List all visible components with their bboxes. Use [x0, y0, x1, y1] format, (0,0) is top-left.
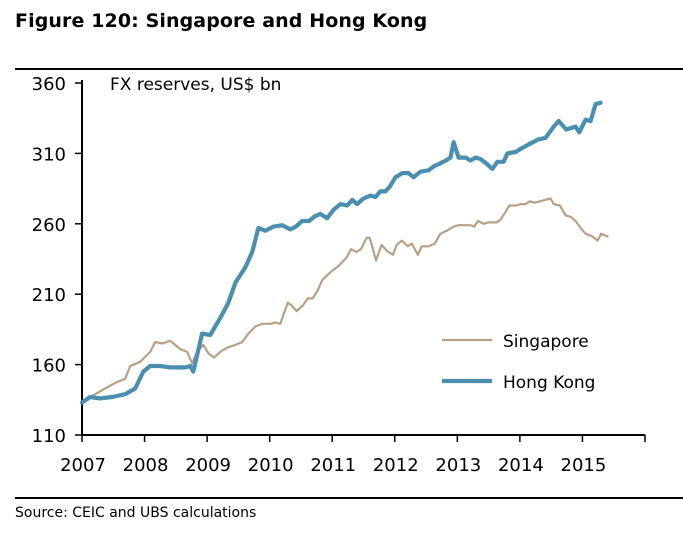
- y-tick-label: 260: [32, 215, 66, 236]
- chart-annotation: FX reserves, US$ bn: [110, 75, 281, 95]
- x-tick-label: 2007: [60, 455, 106, 476]
- x-tick-label: 2008: [123, 455, 169, 476]
- y-tick-label: 210: [32, 285, 66, 306]
- line-chart: 110 160 210 260 310 360 2007 2008 2009 2010 2011 20…: [32, 74, 646, 476]
- series-line-hong-kong: [79, 100, 603, 405]
- y-tick-label: 360: [32, 74, 66, 95]
- legend: Singapore Hong Kong: [442, 332, 595, 393]
- figure-title: Figure 120: Singapore and Hong Kong: [15, 10, 428, 32]
- x-tick-label: 2014: [498, 455, 544, 476]
- y-tick-label: 310: [32, 144, 66, 165]
- x-tick-label: 2009: [185, 455, 231, 476]
- legend-label-hong-kong: Hong Kong: [503, 373, 595, 393]
- x-tick-label: 2010: [248, 455, 294, 476]
- y-tick-label: 110: [32, 426, 66, 447]
- x-tick-label: 2012: [373, 455, 419, 476]
- x-tick-label: 2011: [310, 455, 356, 476]
- series-line-singapore: [80, 197, 609, 404]
- series-lines: [79, 100, 609, 405]
- bottom-divider: [15, 497, 683, 499]
- source-note: Source: CEIC and UBS calculations: [15, 505, 257, 521]
- legend-label-singapore: Singapore: [503, 332, 589, 352]
- y-tick-label: 160: [32, 356, 66, 377]
- axes: 110 160 210 260 310 360 2007 2008 2009 2010 2011 20…: [32, 74, 646, 476]
- x-tick-label: 2015: [561, 455, 607, 476]
- x-tick-label: 2013: [435, 455, 481, 476]
- top-divider: [15, 68, 683, 70]
